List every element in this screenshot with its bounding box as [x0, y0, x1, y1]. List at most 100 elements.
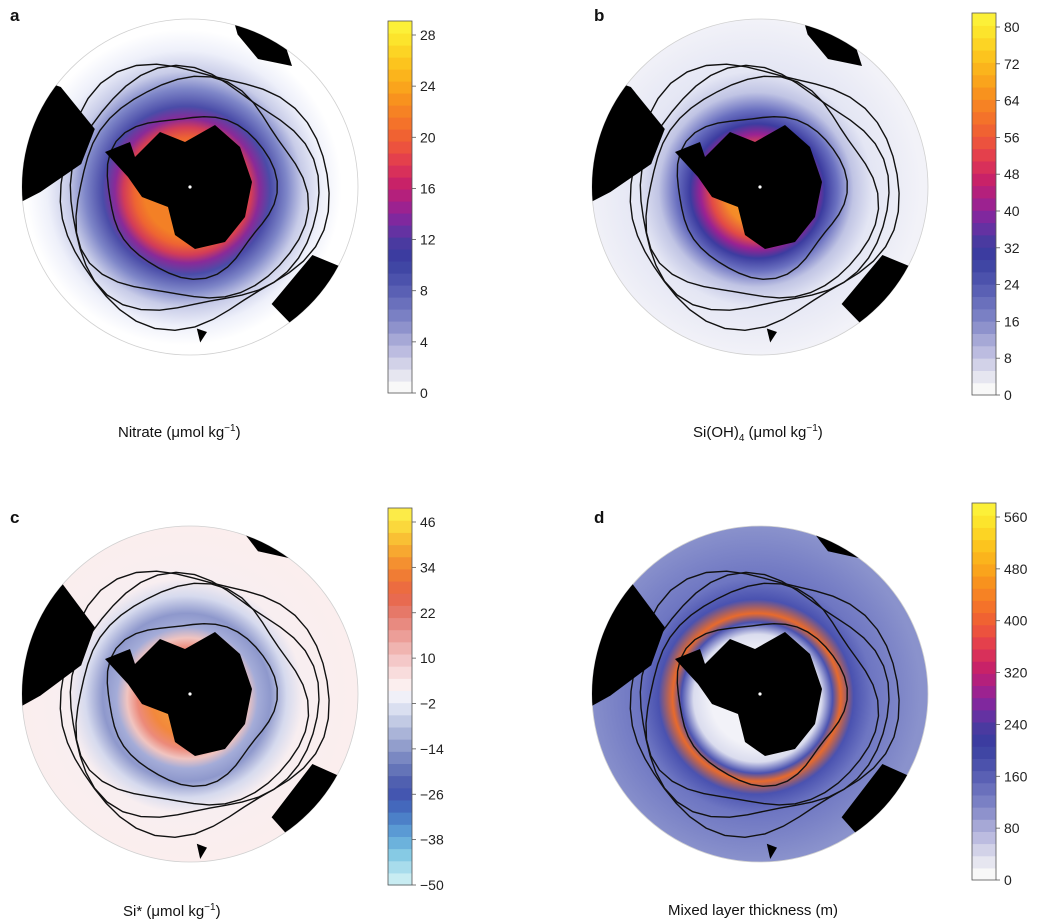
- colorbar-segment: [388, 93, 412, 106]
- colorbar-segment: [972, 855, 996, 869]
- colorbar-segment: [972, 308, 996, 322]
- colorbar-segment: [972, 345, 996, 359]
- colorbar-segment: [388, 57, 412, 70]
- panel-label: d: [594, 508, 605, 527]
- colorbar-tick-label: 12: [420, 232, 436, 248]
- colorbar-segment: [388, 714, 412, 728]
- front-contour: [106, 622, 278, 788]
- colorbar-tick-label: 400: [1004, 613, 1028, 629]
- front-contour: [676, 115, 848, 281]
- colorbar-tick-label: −26: [420, 786, 444, 802]
- colorbar-segment: [972, 527, 996, 541]
- south-america-landmass: [22, 566, 95, 707]
- panel-caption: Si* (μmol kg−1): [123, 902, 221, 920]
- colorbar-segment: [972, 867, 996, 881]
- colorbar-segment: [972, 697, 996, 711]
- colorbar-segment: [972, 515, 996, 528]
- colorbar: 46 34 22 10 −2 −14 −26 −38 −50: [387, 507, 444, 893]
- colorbar-segment: [388, 508, 412, 521]
- colorbar-segment: [388, 357, 412, 370]
- colorbar-segment: [388, 345, 412, 358]
- colorbar-segment: [972, 721, 996, 735]
- colorbar-tick-label: 8: [420, 283, 428, 299]
- colorbar-segment: [972, 539, 996, 553]
- colorbar-segment: [972, 782, 996, 796]
- colorbar-segment: [972, 685, 996, 699]
- colorbar-tick-label: 48: [1004, 166, 1020, 182]
- panel-caption: Mixed layer thickness (m): [668, 902, 839, 919]
- colorbar-segment: [388, 285, 412, 298]
- colorbar-segment: [388, 556, 412, 570]
- colorbar-segment: [972, 831, 996, 845]
- antarctica-landmass: [105, 125, 252, 249]
- colorbar-segment: [388, 666, 412, 679]
- colorbar-segment: [972, 794, 996, 808]
- colorbar-segment: [972, 173, 996, 187]
- colorbar-segment: [972, 37, 996, 51]
- colorbar-segment: [972, 148, 996, 162]
- ocean-field: [591, 525, 929, 863]
- colorbar-segment: [388, 213, 412, 226]
- colorbar-tick-label: −50: [420, 877, 444, 893]
- colorbar-segment: [388, 824, 412, 837]
- front-contour: [75, 582, 310, 806]
- colorbar-segment: [388, 860, 412, 874]
- colorbar-segment: [972, 843, 996, 857]
- front-contour: [639, 571, 890, 818]
- colorbar-segment: [388, 532, 412, 546]
- colorbar-segment: [972, 673, 996, 687]
- colorbar-segment: [388, 605, 412, 619]
- colorbar-segment: [388, 177, 412, 190]
- colorbar-tick-label: 64: [1004, 93, 1020, 109]
- colorbar-frame: [971, 502, 997, 881]
- colorbar-segment: [972, 284, 996, 298]
- colorbar-tick-label: −14: [420, 741, 444, 757]
- colorbar-segment: [972, 197, 996, 211]
- panel-caption: Nitrate (μmol kg−1): [118, 423, 241, 441]
- colorbar-tick-label: 46: [420, 514, 436, 530]
- colorbar-segment: [972, 709, 996, 723]
- colorbar-tick-label: −38: [420, 832, 444, 848]
- colorbar-segment: [388, 69, 412, 82]
- front-contour: [69, 64, 320, 311]
- colorbar-tick-label: −2: [420, 696, 436, 712]
- south-pole-marker: [188, 692, 192, 696]
- colorbar-segment: [972, 86, 996, 100]
- colorbar-segment: [388, 568, 412, 582]
- front-contour: [59, 570, 330, 839]
- africa-landmass: [800, 526, 862, 559]
- colorbar-segment: [388, 690, 412, 704]
- colorbar-segment: [388, 273, 412, 286]
- colorbar-segment: [388, 309, 412, 322]
- colorbar-segment: [388, 653, 412, 667]
- colorbar-segment: [972, 734, 996, 747]
- colorbar-segment: [388, 678, 412, 692]
- africa-landmass: [800, 19, 862, 66]
- colorbar-segment: [388, 775, 412, 789]
- colorbar-segment: [972, 111, 996, 125]
- colorbar-segment: [972, 551, 996, 565]
- colorbar-segment: [972, 600, 996, 614]
- colorbar-segment: [388, 105, 412, 118]
- colorbar-segment: [388, 165, 412, 178]
- south-pole-marker: [758, 692, 762, 696]
- colorbar-tick-label: 560: [1004, 509, 1028, 525]
- colorbar-segment: [388, 848, 412, 862]
- tasmania-landmass: [196, 328, 207, 343]
- tasmania-landmass: [766, 328, 777, 343]
- colorbar-segment: [388, 261, 412, 274]
- front-contour: [629, 63, 900, 332]
- colorbar-frame: [971, 12, 997, 396]
- colorbar-segment: [388, 21, 412, 34]
- colorbar-segment: [388, 201, 412, 214]
- colorbar-segment: [972, 321, 996, 334]
- colorbar-segment: [972, 758, 996, 772]
- colorbar-segment: [972, 588, 996, 601]
- front-contour: [106, 115, 278, 281]
- colorbar-segment: [972, 160, 996, 174]
- colorbar-segment: [972, 370, 996, 384]
- front-contour: [639, 64, 890, 311]
- colorbar-segment: [972, 222, 996, 236]
- colorbar-segment: [388, 872, 412, 886]
